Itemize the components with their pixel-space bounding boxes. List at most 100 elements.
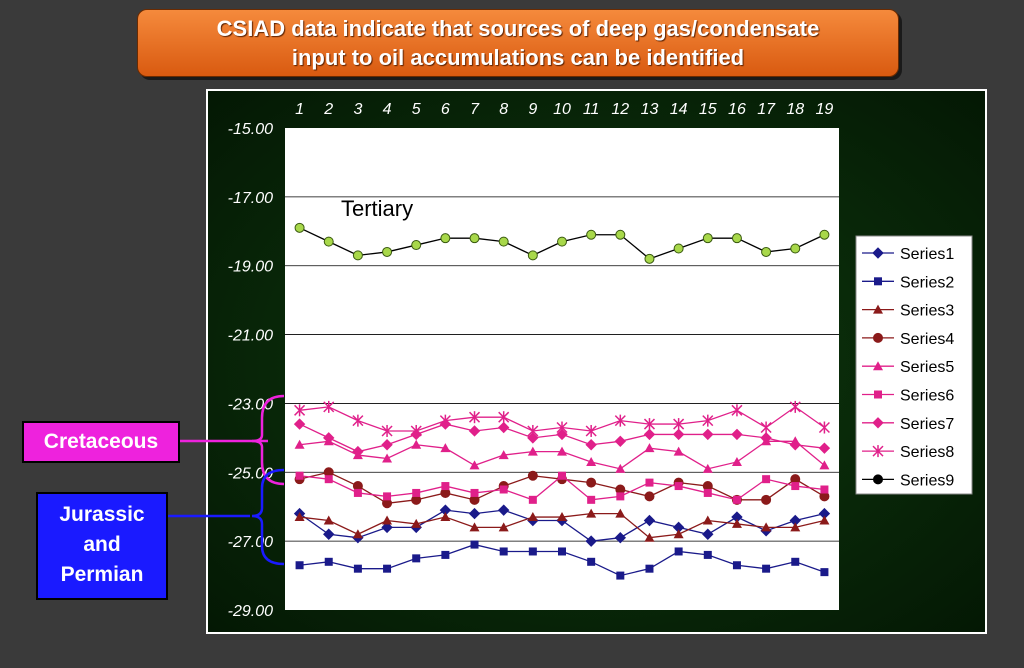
data-point (323, 236, 334, 247)
data-point (352, 250, 363, 261)
x-tick-label: 9 (528, 101, 537, 118)
data-point (672, 428, 685, 441)
data-point (616, 492, 625, 501)
data-point (412, 488, 421, 497)
data-point (731, 233, 742, 244)
data-point (585, 439, 597, 451)
jurassic-label-line-1: Jurassic (59, 503, 145, 526)
x-tick-label: 10 (553, 101, 571, 118)
data-point (324, 475, 333, 484)
slide-title: CSIAD data indicate that sources of deep… (137, 9, 899, 77)
data-point (790, 243, 801, 254)
y-tick-label: -17.00 (228, 190, 273, 207)
data-point (382, 246, 393, 257)
y-tick-label: -27.00 (228, 534, 273, 551)
data-point (645, 478, 654, 487)
data-point (381, 521, 393, 534)
legend-marker (873, 361, 883, 371)
jurassic-label-line-3: Permian (60, 563, 144, 586)
legend-entry: Series8 (900, 444, 954, 461)
data-point (614, 435, 627, 448)
data-point (586, 229, 597, 240)
x-tick-label: 19 (816, 101, 834, 118)
plot-area (285, 128, 839, 610)
x-tick-label: 6 (441, 101, 450, 118)
y-tick-label: -23.00 (228, 396, 273, 413)
slide-title-line-2: input to oil accumulations can be identi… (291, 45, 745, 70)
data-point (382, 453, 393, 463)
x-tick-label: 8 (499, 101, 508, 118)
data-point (412, 554, 421, 563)
data-point (702, 233, 713, 244)
data-point (819, 515, 830, 525)
data-point (761, 494, 772, 505)
data-point (323, 515, 334, 525)
data-point (731, 518, 742, 528)
data-point (819, 229, 830, 240)
x-tick-label: 5 (412, 101, 421, 118)
data-point (644, 253, 655, 264)
data-point (644, 491, 655, 502)
y-tick-label: -29.00 (228, 603, 273, 620)
data-point (731, 456, 742, 466)
legend-marker (872, 247, 884, 259)
legend-marker (873, 474, 883, 485)
legend-entry: Series5 (900, 359, 954, 376)
data-point (527, 446, 538, 456)
x-tick-label: 3 (353, 101, 362, 118)
data-point (557, 512, 567, 522)
jurassic-bracket (251, 468, 285, 566)
legend-entry: Series6 (900, 388, 954, 405)
data-point (469, 522, 480, 532)
x-tick-label: 14 (670, 101, 688, 118)
data-point (470, 488, 479, 497)
data-point (294, 222, 305, 233)
data-point (673, 446, 684, 456)
data-point (353, 488, 362, 497)
data-point (556, 428, 568, 441)
legend-entry: Series7 (900, 416, 954, 433)
x-tick-label: 15 (699, 101, 717, 118)
legend-entry: Series9 (900, 472, 954, 489)
data-point (295, 471, 304, 480)
data-point (411, 439, 422, 449)
y-tick-label: -15.00 (228, 121, 273, 138)
data-point (441, 550, 450, 559)
data-point (585, 535, 597, 547)
data-point (557, 446, 567, 456)
legend-marker (874, 390, 882, 399)
data-point (440, 233, 451, 244)
data-point (381, 439, 393, 451)
data-point (760, 432, 772, 444)
data-point (527, 250, 538, 261)
x-tick-label: 13 (641, 101, 659, 118)
data-point (643, 428, 656, 441)
y-tick-label: -25.00 (228, 465, 273, 482)
data-point (469, 460, 480, 470)
data-point (499, 547, 508, 556)
data-point (293, 418, 306, 430)
data-point (382, 515, 393, 525)
data-point (820, 485, 829, 494)
cretaceous-bracket (251, 394, 285, 486)
data-point (818, 442, 831, 454)
data-point (644, 443, 655, 453)
x-tick-label: 16 (728, 101, 746, 118)
data-point (383, 564, 392, 573)
data-point (731, 428, 743, 441)
x-tick-label: 2 (323, 101, 333, 118)
data-point (294, 512, 305, 522)
data-point (643, 514, 656, 527)
data-point (587, 495, 596, 504)
x-tick-label: 17 (757, 101, 776, 118)
slide-title-line-1: CSIAD data indicate that sources of deep… (216, 16, 820, 41)
data-point (527, 470, 538, 481)
data-point (497, 421, 510, 434)
data-point (499, 485, 508, 494)
data-point (702, 515, 713, 525)
data-point (614, 531, 627, 544)
data-point (468, 507, 481, 520)
tertiary-annotation: Tertiary (341, 196, 413, 221)
y-tick-label: -19.00 (228, 259, 273, 276)
data-point (440, 512, 451, 522)
